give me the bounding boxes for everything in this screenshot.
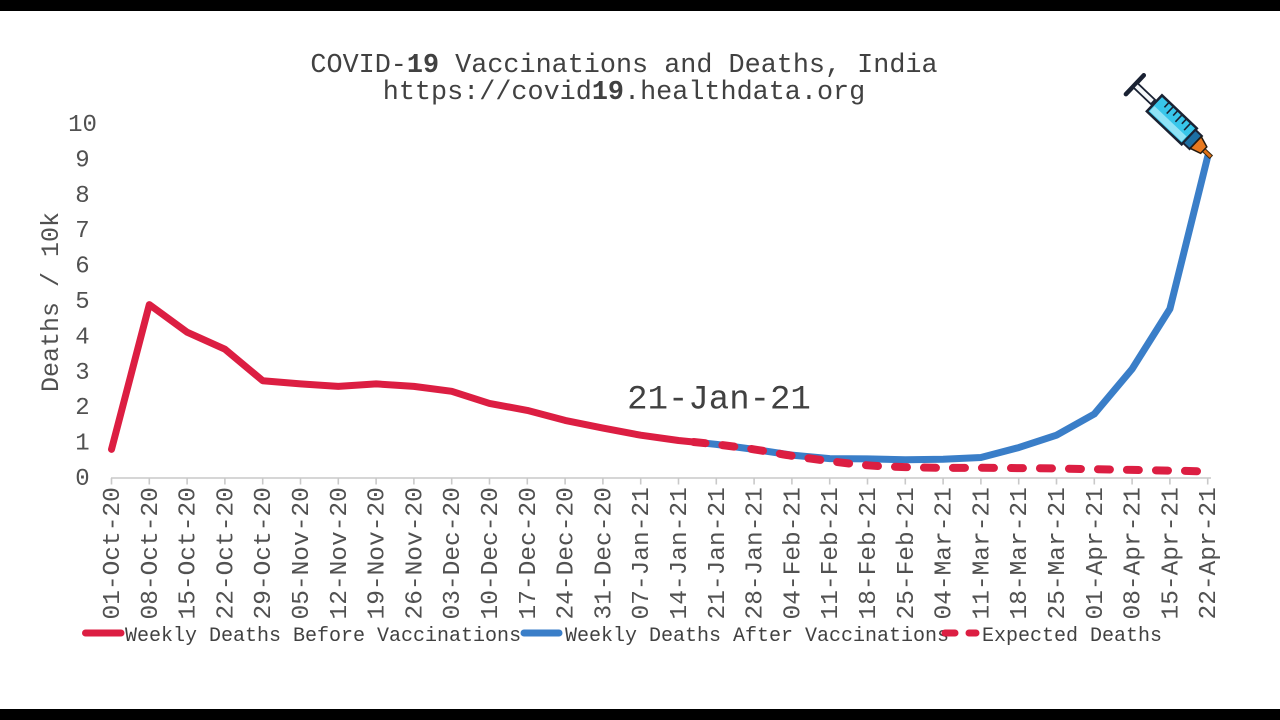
svg-text:04-Feb-21: 04-Feb-21 xyxy=(780,487,807,619)
svg-text:1: 1 xyxy=(75,431,89,458)
svg-text:03-Dec-20: 03-Dec-20 xyxy=(440,487,467,619)
svg-text:07-Jan-21: 07-Jan-21 xyxy=(629,487,656,619)
svg-text:22-Apr-21: 22-Apr-21 xyxy=(1196,487,1223,619)
svg-text:24-Dec-20: 24-Dec-20 xyxy=(554,487,581,619)
svg-text:3: 3 xyxy=(75,360,89,387)
svg-text:08-Apr-21: 08-Apr-21 xyxy=(1121,487,1148,619)
svg-text:10: 10 xyxy=(68,112,97,139)
svg-text:Weekly Deaths Before Vaccinati: Weekly Deaths Before Vaccinations xyxy=(125,625,521,648)
svg-text:31-Dec-20: 31-Dec-20 xyxy=(591,487,618,619)
svg-text:11-Mar-21: 11-Mar-21 xyxy=(969,487,996,619)
svg-text:08-Oct-20: 08-Oct-20 xyxy=(138,487,165,619)
svg-text:15-Oct-20: 15-Oct-20 xyxy=(176,487,203,619)
svg-text:2: 2 xyxy=(75,395,89,422)
svg-text:9: 9 xyxy=(75,147,89,174)
svg-text:28-Jan-21: 28-Jan-21 xyxy=(743,487,770,619)
svg-text:25-Feb-21: 25-Feb-21 xyxy=(894,487,921,619)
svg-text:https://covid19.healthdata.org: https://covid19.healthdata.org xyxy=(383,78,865,108)
svg-text:18-Feb-21: 18-Feb-21 xyxy=(856,487,883,619)
svg-text:17-Dec-20: 17-Dec-20 xyxy=(516,487,543,619)
svg-text:8: 8 xyxy=(75,183,89,210)
svg-text:26-Nov-20: 26-Nov-20 xyxy=(402,487,429,619)
svg-text:Deaths / 10k: Deaths / 10k xyxy=(37,212,66,392)
svg-text:5: 5 xyxy=(75,289,89,316)
svg-text:04-Mar-21: 04-Mar-21 xyxy=(932,487,959,619)
svg-text:0: 0 xyxy=(75,466,89,493)
svg-text:01-Apr-21: 01-Apr-21 xyxy=(1083,487,1110,619)
svg-text:14-Jan-21: 14-Jan-21 xyxy=(667,487,694,619)
svg-text:22-Oct-20: 22-Oct-20 xyxy=(213,487,240,619)
svg-text:25-Mar-21: 25-Mar-21 xyxy=(1045,487,1072,619)
svg-text:10-Dec-20: 10-Dec-20 xyxy=(478,487,505,619)
svg-text:Expected Deaths: Expected Deaths xyxy=(982,625,1162,648)
svg-text:11-Feb-21: 11-Feb-21 xyxy=(818,487,845,619)
svg-text:01-Oct-20: 01-Oct-20 xyxy=(100,487,127,619)
svg-text:4: 4 xyxy=(75,324,89,351)
svg-text:12-Nov-20: 12-Nov-20 xyxy=(327,487,354,619)
svg-text:19-Nov-20: 19-Nov-20 xyxy=(365,487,392,619)
svg-text:21-Jan-21: 21-Jan-21 xyxy=(705,487,732,619)
svg-text:15-Apr-21: 15-Apr-21 xyxy=(1158,487,1185,619)
svg-text:21-Jan-21: 21-Jan-21 xyxy=(627,382,811,420)
svg-text:COVID-19 Vaccinations and Deat: COVID-19 Vaccinations and Deaths, India xyxy=(310,51,937,81)
svg-text:18-Mar-21: 18-Mar-21 xyxy=(1007,487,1034,619)
svg-text:7: 7 xyxy=(75,218,89,245)
svg-text:29-Oct-20: 29-Oct-20 xyxy=(251,487,278,619)
svg-text:05-Nov-20: 05-Nov-20 xyxy=(289,487,316,619)
svg-text:Weekly Deaths After Vaccinatio: Weekly Deaths After Vaccinations xyxy=(565,625,949,648)
svg-text:6: 6 xyxy=(75,254,89,281)
